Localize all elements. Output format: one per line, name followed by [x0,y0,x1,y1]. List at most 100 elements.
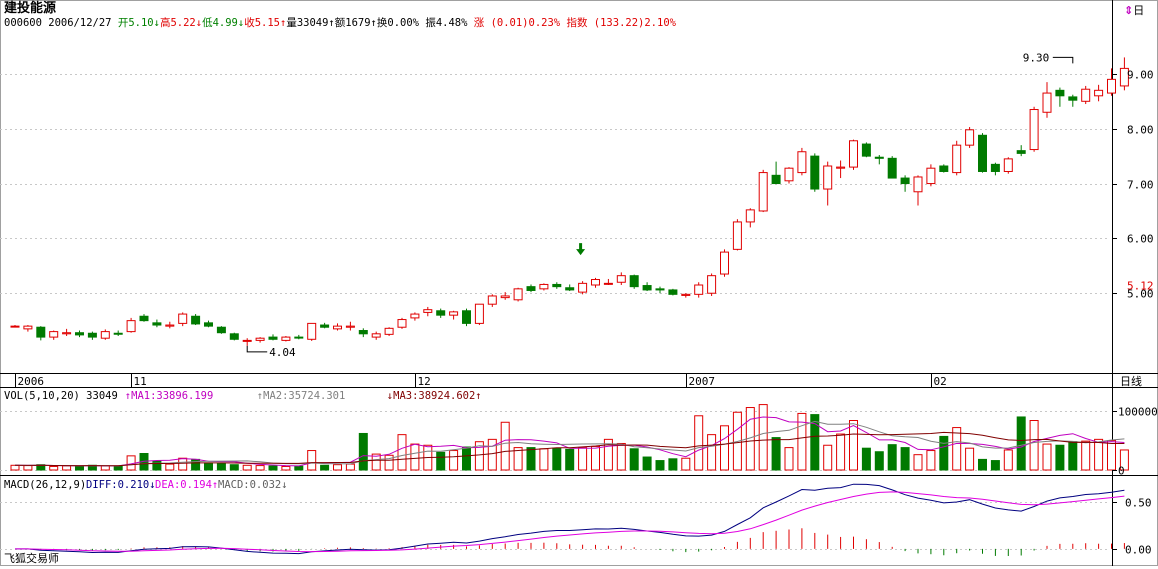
candle-up [1107,78,1116,94]
candle-up [1029,109,1039,151]
candle-up [255,337,265,341]
up-down-arrow-icon[interactable]: ⇕ [1124,4,1134,17]
volume-bar-up [242,464,252,471]
volume-bar-up [487,438,497,471]
candle-down [358,330,368,335]
candle-down [113,332,123,335]
amplitude-label: 振 [425,17,436,29]
macd-tick-label: 0.00 [1125,544,1152,557]
candle-down [939,165,949,172]
volume-bar-up [1119,449,1129,471]
quote-date: 2006/12/27 [48,17,112,29]
candle-down [990,163,1000,172]
candle-up [410,313,420,319]
macd-title: MACD(26,12,9) [4,479,86,491]
candle-up [500,295,510,299]
volume-bar-down [152,460,162,471]
volume-ma3-line [14,431,1125,467]
volume-bar-down [462,446,471,471]
candle-down [642,285,652,291]
candle-down [629,275,639,288]
volume-bar-down [900,447,910,471]
volume-bar-down [216,463,226,471]
candle-up [1042,92,1052,113]
price-tick-label: 9.00 [1127,69,1154,82]
candle-down [655,288,665,291]
candle-up [720,251,729,275]
candle-up [513,288,523,301]
candle-up [307,322,317,340]
close-label: 收 [244,17,255,29]
candle-down [216,326,226,334]
macd-tick-label: 0.50 [1125,497,1152,510]
candle-up [474,303,484,324]
candle-down [229,333,239,340]
low-value: 4.99 [212,17,238,29]
volume-bar-up [1107,440,1116,471]
volume-bar-down [874,451,884,471]
volume-bar-down [526,447,536,471]
volume-tick-label: 0 [1118,465,1125,478]
candle-up [449,311,459,316]
volume-bar-up [849,420,858,471]
amplitude-value: 4.48% [435,17,468,29]
volume-bar-up [1029,420,1039,471]
down-arrow-icon: ↓ [195,17,203,29]
period-button[interactable]: ⇕日 [1124,2,1144,18]
volume-ma2-line [14,420,1125,467]
macd-dea-line [15,491,1125,553]
volume-bar-down [294,465,304,471]
amount-label: 额 [334,17,346,29]
volume-bar-down [655,460,665,471]
candle-up [823,165,833,190]
volume-bar-down [887,444,897,471]
volume-bar-up [758,404,768,471]
down-arrow-icon: ↓ [153,17,160,29]
candle-up [345,325,355,328]
volume-bar-up [49,465,59,471]
candle-up [784,167,794,182]
candle-up [384,327,394,335]
volume-bar-down [204,462,213,471]
volume-bar-down [1016,416,1026,471]
up-arrow-icon: ↑ [279,17,287,29]
volume-bar-up [926,450,936,471]
date-tick-label: 02 [934,375,947,388]
candle-up [849,140,858,168]
candle-up [371,333,381,338]
volume-bar-up [681,457,691,471]
period-label[interactable]: 日 [1133,4,1145,17]
candle-up [1081,88,1091,102]
price-tick-label: 5.00 [1127,288,1154,301]
volume-bar-up [913,454,923,471]
volume-bar-down [771,437,781,471]
up-arrow-icon: ↑ [370,17,377,29]
volume-bar-up [965,447,975,471]
candle-up [242,339,252,342]
candle-up [1119,67,1129,87]
index-label: 指数 [566,17,588,29]
candle-up [732,221,742,250]
candle-up [591,279,600,286]
volume-bar-down [861,447,871,471]
macd-diff-readout: DIFF:0.210↓ [86,479,156,491]
volume-bar-down [565,448,575,471]
price-tick-label: 7.00 [1127,179,1154,192]
candle-down [861,143,871,157]
high-label: 高 [159,17,171,29]
candle-down [294,336,304,339]
volume-ma2-readout: ↑MA2:35724.301 [257,390,346,402]
volume-bar-up [616,442,626,471]
volume-bar-up [1042,443,1052,471]
quote-info-line: 000600 2006/12/27 开5.10↓高5.22↓低4.99↓收5.1… [4,17,676,30]
candle-up [100,331,110,339]
macd-diff-line [15,483,1125,555]
app-name: 飞狐交易师 [4,552,59,565]
candle-down [565,287,575,291]
candle-up [165,324,175,327]
price-tick-label: 6.00 [1127,233,1154,246]
candle-up [758,172,768,212]
volume-bar-down [629,448,639,471]
high-price-annotation: 9.30 [1023,51,1050,64]
